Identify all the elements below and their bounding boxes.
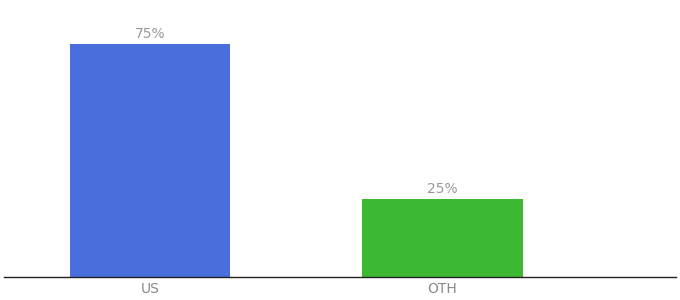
Text: 25%: 25% — [427, 182, 458, 197]
Text: 75%: 75% — [135, 27, 165, 41]
Bar — [70, 44, 231, 277]
Bar — [362, 200, 522, 277]
